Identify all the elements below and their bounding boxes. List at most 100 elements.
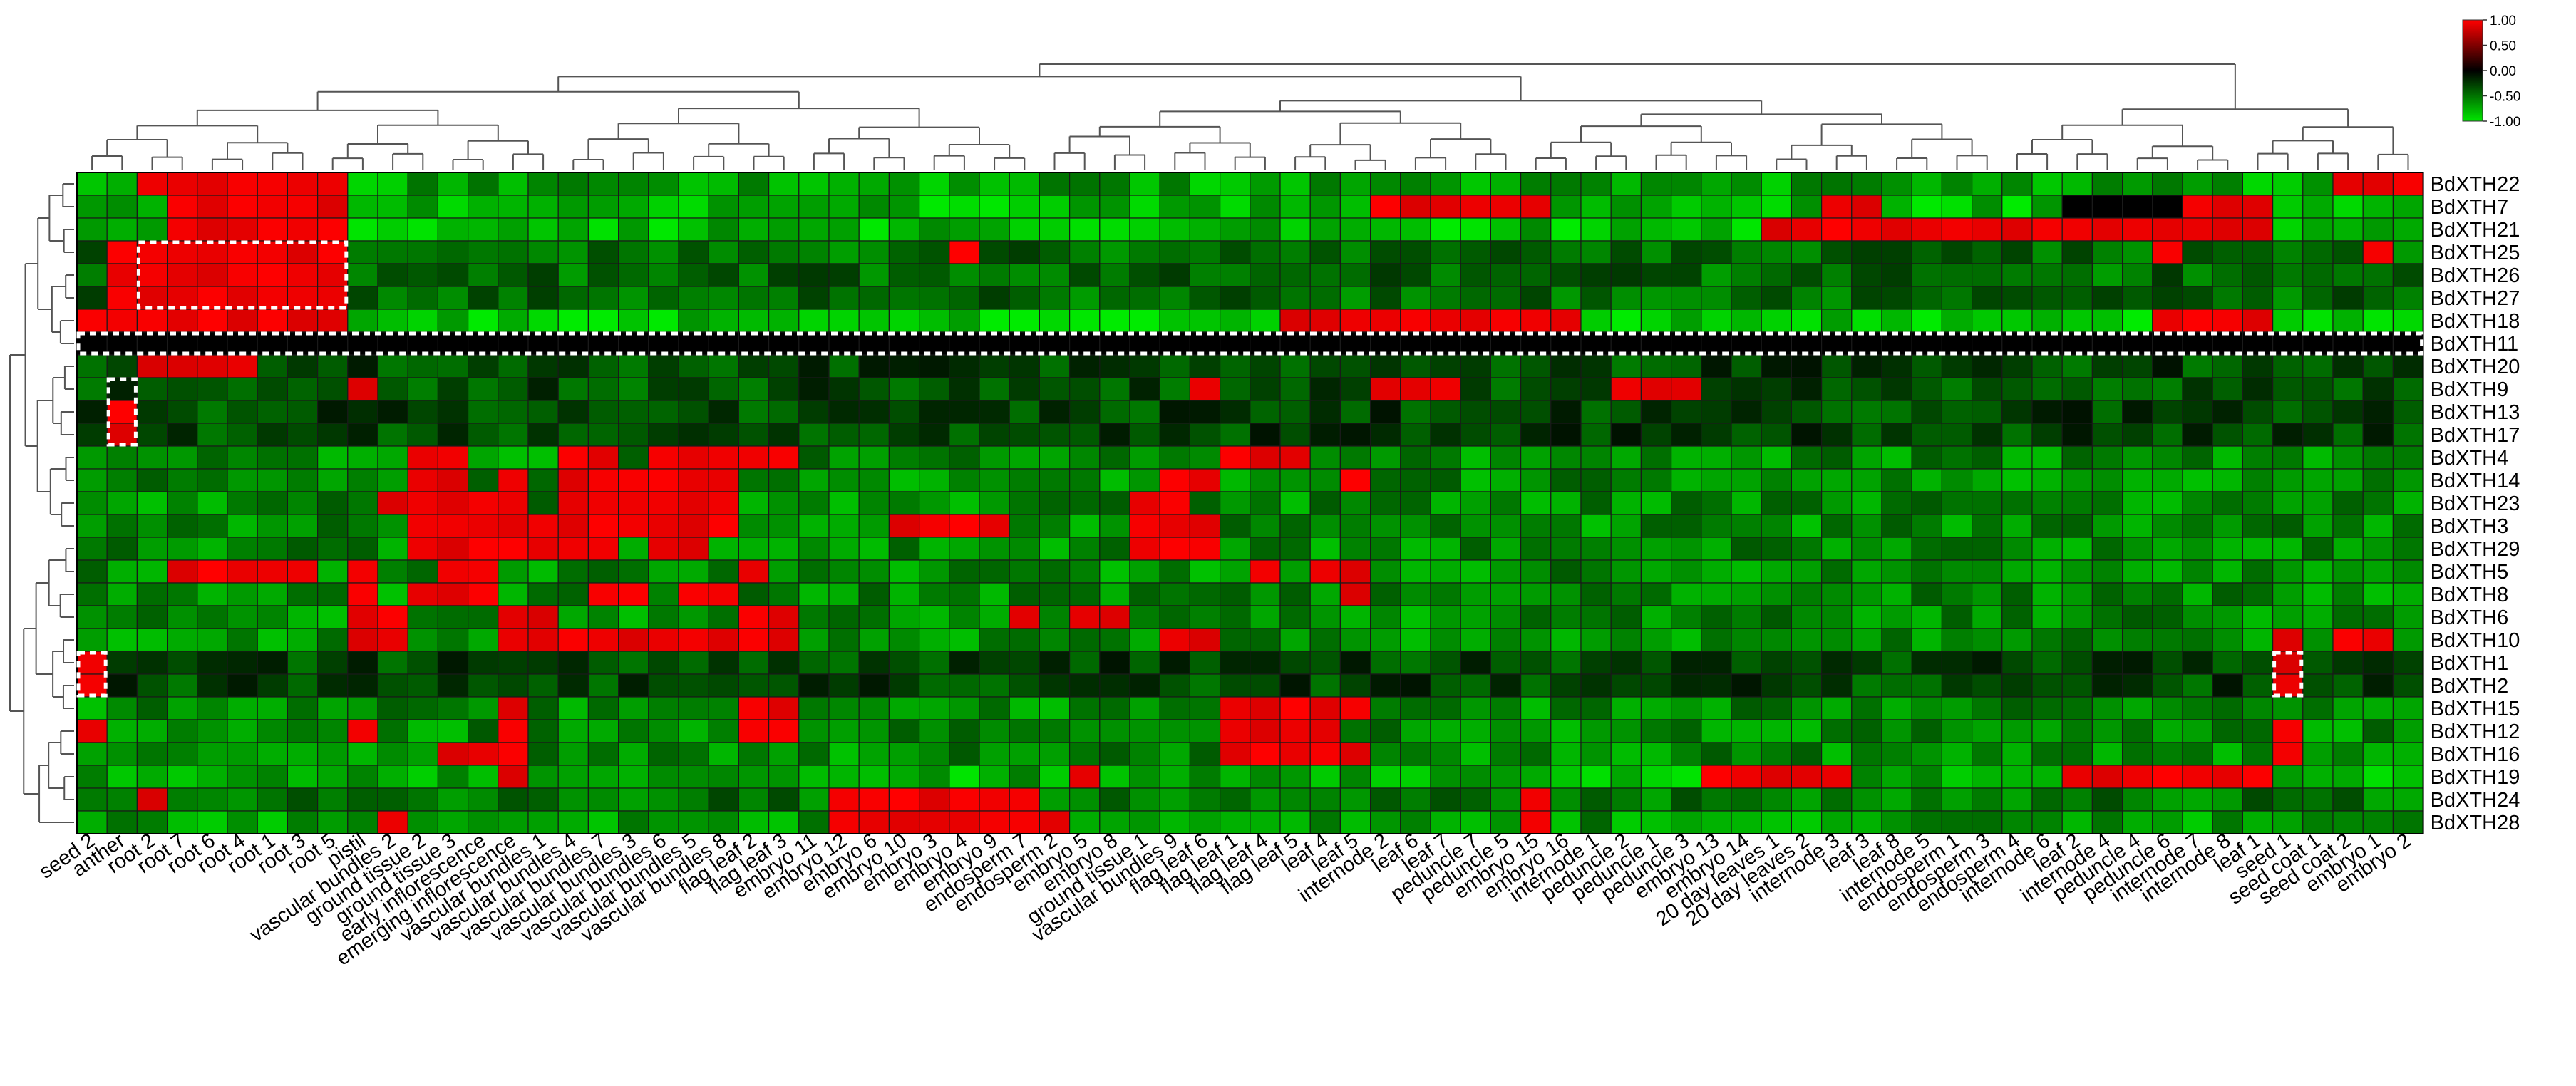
- heatmap-cell: [136, 765, 168, 789]
- heatmap-cell: [949, 217, 980, 242]
- heatmap-cell: [2302, 240, 2334, 264]
- heatmap-cell: [2031, 286, 2063, 310]
- heatmap-cell: [1068, 742, 1101, 766]
- heatmap-cell: [1490, 673, 1522, 698]
- heatmap-cell: [257, 240, 289, 264]
- heatmap-cell: [1068, 514, 1101, 538]
- heatmap-cell: [1640, 810, 1672, 834]
- heatmap-cell: [617, 423, 649, 447]
- heatmap-cell: [2332, 537, 2364, 561]
- heatmap-cell: [2212, 377, 2243, 401]
- heatmap-cell: [1219, 787, 1251, 812]
- heatmap-cell: [2212, 263, 2243, 287]
- heatmap-cell: [377, 719, 408, 743]
- heatmap-cell: [1580, 445, 1612, 470]
- heatmap-cell: [2302, 286, 2334, 310]
- heatmap-cell: [1309, 309, 1341, 333]
- heatmap-cell: [2061, 400, 2093, 424]
- heatmap-cell: [678, 628, 709, 652]
- heatmap-cell: [1791, 423, 1823, 447]
- heatmap-cell: [738, 514, 770, 538]
- heatmap-cell: [798, 582, 830, 606]
- heatmap-cell: [287, 628, 319, 652]
- heatmap-cell: [949, 719, 980, 743]
- heatmap-cell: [768, 810, 800, 834]
- heatmap-cell: [738, 742, 770, 766]
- heatmap-cell: [1671, 787, 1702, 812]
- heatmap-cell: [2242, 377, 2274, 401]
- heatmap-cell: [1972, 468, 2003, 492]
- heatmap-cell: [858, 195, 890, 219]
- heatmap-cell: [1189, 765, 1221, 789]
- heatmap-cell: [858, 719, 890, 743]
- heatmap-cell: [1430, 514, 1461, 538]
- heatmap-cell: [828, 445, 860, 470]
- heatmap-cell: [1369, 400, 1401, 424]
- heatmap-cell: [1400, 423, 1431, 447]
- heatmap-cell: [377, 742, 408, 766]
- heatmap-cell: [979, 787, 1010, 812]
- heatmap-cell: [708, 172, 740, 196]
- heatmap-cell: [2031, 628, 2063, 652]
- heatmap-cell: [377, 787, 408, 812]
- heatmap-cell: [587, 309, 619, 333]
- heatmap-cell: [2212, 309, 2243, 333]
- heatmap-cell: [2182, 514, 2213, 538]
- heatmap-cell: [738, 172, 770, 196]
- heatmap-cell: [1671, 377, 1702, 401]
- heatmap-cell: [1731, 240, 1762, 264]
- heatmap-cell: [1791, 673, 1823, 698]
- heatmap-cell: [1339, 172, 1371, 196]
- heatmap-cell: [768, 172, 800, 196]
- heatmap-cell: [76, 696, 108, 720]
- heatmap-cell: [708, 514, 740, 538]
- heatmap-cell: [557, 719, 589, 743]
- heatmap-cell: [527, 263, 559, 287]
- heatmap-cell: [798, 309, 830, 333]
- heatmap-cell: [1610, 673, 1642, 698]
- heatmap-cell: [2362, 195, 2394, 219]
- heatmap-cell: [106, 696, 138, 720]
- heatmap-cell: [1610, 514, 1642, 538]
- heatmap-cell: [2031, 377, 2063, 401]
- heatmap-cell: [1791, 263, 1823, 287]
- heatmap-cell: [2001, 787, 2033, 812]
- heatmap-cell: [227, 286, 258, 310]
- heatmap-cell: [1490, 377, 1522, 401]
- heatmap-cell: [2031, 331, 2063, 356]
- heatmap-cell: [1701, 582, 1732, 606]
- heatmap-cell: [1129, 240, 1160, 264]
- heatmap-cell: [798, 719, 830, 743]
- heatmap-cell: [106, 377, 138, 401]
- heatmap-cell: [257, 195, 289, 219]
- heatmap-cell: [1911, 309, 1942, 333]
- heatmap-cell: [287, 468, 319, 492]
- heatmap-cell: [918, 331, 950, 356]
- heatmap-cell: [197, 742, 228, 766]
- heatmap-cell: [347, 628, 378, 652]
- heatmap-cell: [1400, 172, 1431, 196]
- heatmap-cell: [1701, 468, 1732, 492]
- heatmap-cell: [648, 605, 679, 629]
- heatmap-cell: [2212, 514, 2243, 538]
- heatmap-cell: [678, 742, 709, 766]
- heatmap-cell: [1339, 240, 1371, 264]
- heatmap-cell: [2362, 217, 2394, 242]
- heatmap-cell: [2152, 742, 2183, 766]
- heatmap-cell: [106, 651, 138, 675]
- heatmap-cell: [1159, 651, 1190, 675]
- heatmap-cell: [287, 537, 319, 561]
- heatmap-cell: [1219, 377, 1251, 401]
- heatmap-cell: [768, 696, 800, 720]
- heatmap-cell: [1250, 400, 1281, 424]
- heatmap-cell: [287, 331, 319, 356]
- heatmap-cell: [979, 582, 1010, 606]
- heatmap-cell: [76, 468, 108, 492]
- heatmap-cell: [197, 605, 228, 629]
- heatmap-cell: [1972, 605, 2003, 629]
- heatmap-cell: [498, 742, 529, 766]
- heatmap-cell: [979, 559, 1010, 584]
- heatmap-cell: [1911, 217, 1942, 242]
- heatmap-cell: [1490, 559, 1522, 584]
